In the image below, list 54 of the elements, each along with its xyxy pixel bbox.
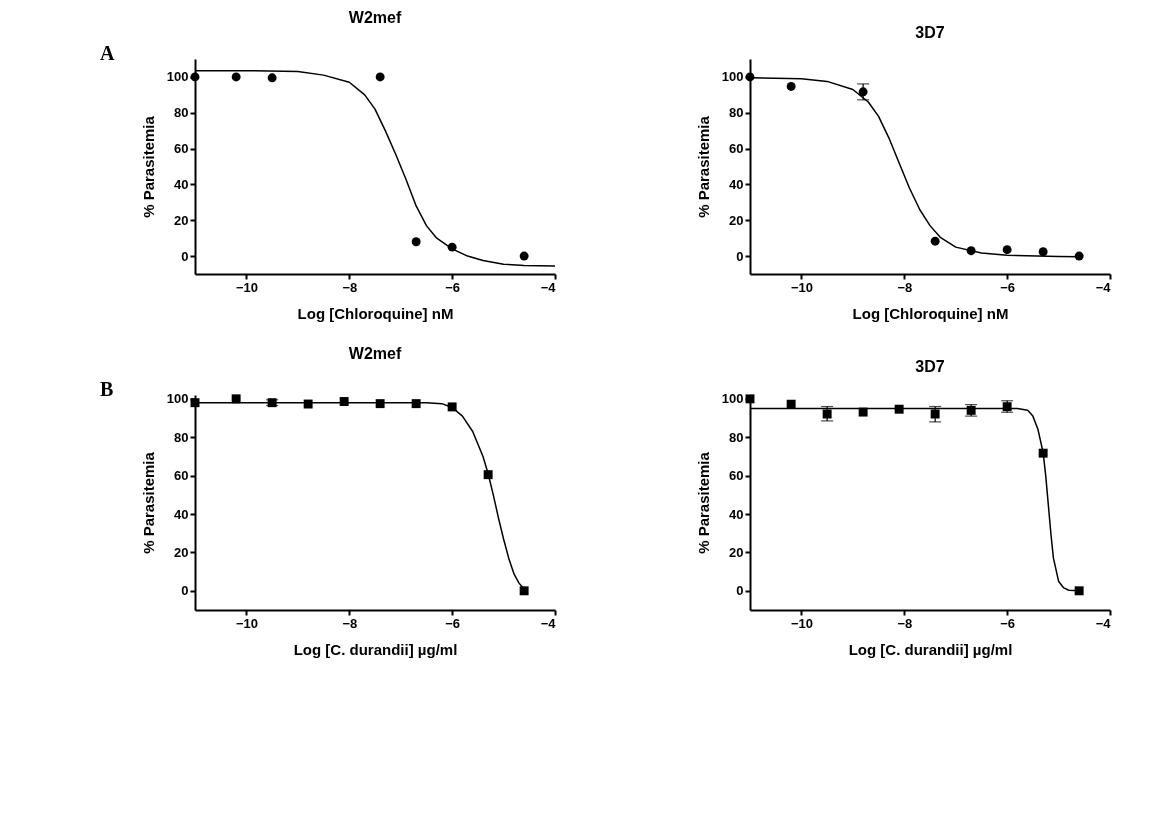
text: B bbox=[100, 378, 114, 400]
chart-title: 3D7 bbox=[915, 357, 945, 375]
chart-title: 3D7 bbox=[915, 24, 945, 41]
chart-title: W2mef bbox=[348, 345, 402, 362]
x-tick-label: −6 bbox=[445, 279, 461, 295]
y-tick-label: 0 bbox=[736, 583, 744, 599]
y-tick-label: 0 bbox=[181, 248, 189, 264]
x-axis-title: Log [Chloroquine] nM bbox=[297, 304, 454, 322]
y-tick-label: 0 bbox=[736, 248, 744, 264]
y-axis-title: % Parasitemia bbox=[139, 451, 157, 554]
x-tick-label: −4 bbox=[540, 615, 557, 631]
x-tick-label: −6 bbox=[1000, 279, 1016, 295]
x-axis-title: Log [C. durandii] µg/ml bbox=[293, 640, 458, 658]
x-tick-label: −10 bbox=[235, 279, 258, 295]
x-axis-title: Log [C. durandii] µg/ml bbox=[848, 640, 1013, 658]
chart-title: W2mef bbox=[348, 9, 402, 26]
y-tick-label: 40 bbox=[174, 176, 189, 192]
y-axis-title: % Parasitemia bbox=[139, 115, 157, 218]
y-tick-label: 60 bbox=[174, 141, 189, 157]
x-tick-label: −10 bbox=[790, 615, 813, 631]
y-tick-label: 40 bbox=[729, 506, 744, 522]
y-axis-title: % Parasitemia bbox=[694, 451, 712, 554]
y-tick-label: 80 bbox=[174, 105, 189, 121]
y-tick-label: 40 bbox=[174, 506, 189, 522]
y-tick-label: 100 bbox=[166, 391, 189, 407]
x-tick-label: −4 bbox=[1095, 279, 1112, 295]
y-tick-label: 20 bbox=[729, 212, 744, 228]
y-tick-label: 20 bbox=[729, 544, 744, 560]
y-tick-label: 0 bbox=[181, 583, 189, 599]
y-tick-label: 80 bbox=[174, 429, 189, 445]
y-tick-label: 80 bbox=[729, 105, 744, 121]
y-tick-label: 40 bbox=[729, 176, 744, 192]
x-tick-label: −6 bbox=[1000, 615, 1016, 631]
x-tick-label: −8 bbox=[897, 279, 913, 295]
x-tick-label: −10 bbox=[790, 279, 813, 295]
text: A bbox=[100, 42, 115, 64]
x-tick-label: −10 bbox=[235, 615, 258, 631]
y-tick-label: 20 bbox=[174, 544, 189, 560]
y-tick-label: 100 bbox=[721, 391, 744, 407]
x-tick-label: −8 bbox=[897, 615, 913, 631]
y-tick-label: 20 bbox=[174, 212, 189, 228]
y-tick-label: 100 bbox=[166, 69, 189, 85]
y-tick-label: 100 bbox=[721, 69, 744, 85]
y-tick-label: 60 bbox=[729, 141, 744, 157]
y-tick-label: 60 bbox=[729, 468, 744, 484]
x-tick-label: −6 bbox=[445, 615, 461, 631]
x-axis-title: Log [Chloroquine] nM bbox=[852, 304, 1009, 322]
y-tick-label: 60 bbox=[174, 468, 189, 484]
x-tick-label: −4 bbox=[540, 279, 557, 295]
x-tick-label: −8 bbox=[342, 279, 358, 295]
x-tick-label: −4 bbox=[1095, 615, 1112, 631]
x-tick-label: −8 bbox=[342, 615, 358, 631]
y-tick-label: 80 bbox=[729, 429, 744, 445]
y-axis-title: % Parasitemia bbox=[694, 115, 712, 218]
